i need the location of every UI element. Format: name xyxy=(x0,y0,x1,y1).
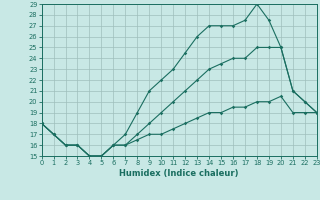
X-axis label: Humidex (Indice chaleur): Humidex (Indice chaleur) xyxy=(119,169,239,178)
